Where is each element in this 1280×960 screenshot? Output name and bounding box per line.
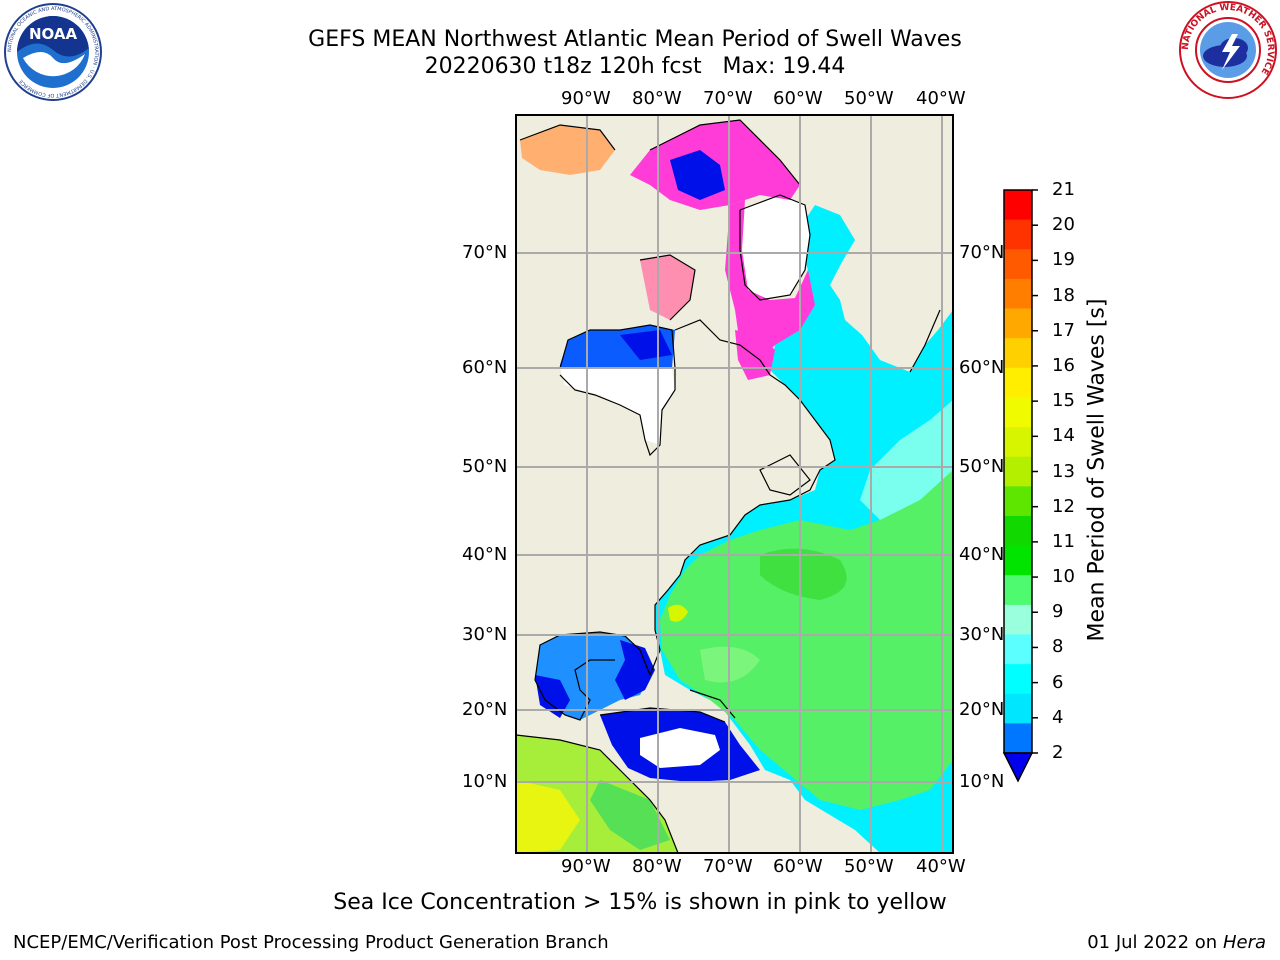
colorbar-segment [1004, 664, 1032, 695]
baffin-ice-magenta [725, 200, 815, 360]
colorbar-segment [1004, 723, 1032, 754]
gulf-dark-blue [615, 640, 655, 700]
lon-label-bottom-40w: 40°W [916, 856, 966, 877]
lon-label-bottom-90w: 90°W [561, 856, 611, 877]
colorbar-segment [1004, 308, 1032, 339]
caribbean-white [640, 728, 720, 768]
run-date-text: 01 Jul 2022 on [1087, 932, 1218, 953]
noaa-logo-icon: NOAA NATIONAL OCEANIC AND ATMOSPHERIC AD… [4, 3, 102, 101]
colorbar-tick-label: 12 [1052, 495, 1075, 517]
title-line-1: GEFS MEAN Northwest Atlantic Mean Period… [308, 27, 962, 52]
colorbar-tick-label: 6 [1052, 671, 1064, 693]
hudson-bay-white [560, 368, 675, 445]
sea-ice-caption: Sea Ice Concentration > 15% is shown in … [333, 890, 947, 915]
foxe-basin-ice [640, 255, 695, 320]
lon-label-top-40w: 40°W [916, 88, 966, 109]
arctic-blue [670, 150, 725, 200]
lon-label-bottom-50w: 50°W [844, 856, 894, 877]
colorbar-segment [1004, 338, 1032, 369]
lon-label-top-50w: 50°W [844, 88, 894, 109]
colorbar-segment [1004, 693, 1032, 724]
south-america-green-inner [590, 780, 670, 850]
swell-light-cyan-region [860, 400, 953, 520]
noaa-logo-text: NOAA [29, 25, 78, 43]
colorbar-tick-label: 19 [1052, 249, 1075, 271]
lon-label-top-80w: 80°W [632, 88, 682, 109]
colorbar [1002, 189, 1038, 783]
title-line-2: 20220630 t18z 120h fcst Max: 19.44 [424, 54, 846, 79]
credit-text: NCEP/EMC/Verification Post Processing Pr… [13, 932, 609, 953]
lat-label-right-50n: 50°N [959, 456, 1005, 477]
swell-yellow-patch [668, 604, 688, 622]
colorbar-segment [1004, 634, 1032, 665]
lat-label-right-40n: 40°N [959, 544, 1005, 565]
colorbar-tick-label: 10 [1052, 566, 1075, 588]
colorbar-segment [1004, 249, 1032, 280]
colorbar-tick-label: 15 [1052, 390, 1075, 412]
lat-label-left-60n: 60°N [462, 357, 508, 378]
colorbar-segment [1004, 278, 1032, 310]
colorbar-segment [1004, 427, 1032, 458]
machine-name: Hera [1222, 932, 1266, 953]
colorbar-tick-label: 16 [1052, 354, 1075, 376]
map-title: GEFS MEAN Northwest Atlantic Mean Period… [0, 26, 1270, 80]
lat-label-right-30n: 30°N [959, 624, 1005, 645]
nws-logo-icon: NATIONAL WEATHER SERVICE [1179, 1, 1277, 99]
colorbar-segment [1004, 367, 1032, 398]
baffin-bay-white [740, 195, 810, 300]
lat-label-left-50n: 50°N [462, 456, 508, 477]
colorbar-tick-label: 4 [1052, 706, 1064, 728]
colorbar-tick-label: 13 [1052, 460, 1075, 482]
lat-label-left-10n: 10°N [462, 771, 508, 792]
swell-bright-green-patch [760, 548, 847, 600]
colorbar-segment [1004, 575, 1032, 606]
south-america-yellow [516, 780, 580, 853]
colorbar-segment [1004, 486, 1032, 517]
lat-label-right-20n: 20°N [959, 699, 1005, 720]
colorbar-segment [1004, 219, 1032, 250]
lon-label-top-90w: 90°W [561, 88, 611, 109]
colorbar-tick-label: 14 [1052, 425, 1075, 447]
colorbar-tick-label: 11 [1052, 530, 1075, 552]
colorbar-tick-label: 18 [1052, 284, 1075, 306]
map-content [516, 115, 953, 853]
lon-label-top-70w: 70°W [703, 88, 753, 109]
colorbar-tick-label: 8 [1052, 636, 1064, 658]
colorbar-tick-label: 20 [1052, 214, 1075, 236]
colorbar-frame [1003, 189, 1033, 754]
lat-label-left-40n: 40°N [462, 544, 508, 565]
colorbar-under-arrow [1002, 752, 1034, 783]
gulf-dark-blue-west [535, 675, 570, 718]
colorbar-tick-label: 2 [1052, 742, 1064, 763]
lat-label-left-20n: 20°N [462, 699, 508, 720]
colorbar-tick-label: 17 [1052, 319, 1075, 341]
lon-label-bottom-80w: 80°W [632, 856, 682, 877]
lat-label-left-30n: 30°N [462, 624, 508, 645]
run-date: 01 Jul 2022 on Hera [1087, 932, 1266, 953]
colorbar-segment [1004, 545, 1032, 576]
colorbar-tick-label: 21 [1052, 179, 1075, 200]
colorbar-segment [1004, 456, 1032, 487]
lat-label-right-10n: 10°N [959, 771, 1005, 792]
colorbar-segment [1004, 604, 1032, 635]
lat-label-right-60n: 60°N [959, 357, 1005, 378]
lon-label-top-60w: 60°W [773, 88, 823, 109]
lon-label-bottom-70w: 70°W [703, 856, 753, 877]
colorbar-segment [1004, 397, 1032, 428]
map-frame [515, 114, 954, 854]
lat-label-left-70n: 70°N [462, 242, 508, 263]
colorbar-tick-label: 9 [1052, 601, 1064, 623]
graticule [516, 115, 953, 853]
colorbar-label: Mean Period of Swell Waves [s] [1084, 298, 1110, 642]
colorbar-segment [1004, 190, 1032, 221]
lon-label-bottom-60w: 60°W [773, 856, 823, 877]
colorbar-segment [1004, 515, 1032, 547]
lat-label-right-70n: 70°N [959, 242, 1005, 263]
arctic-ice-orange [520, 125, 615, 175]
